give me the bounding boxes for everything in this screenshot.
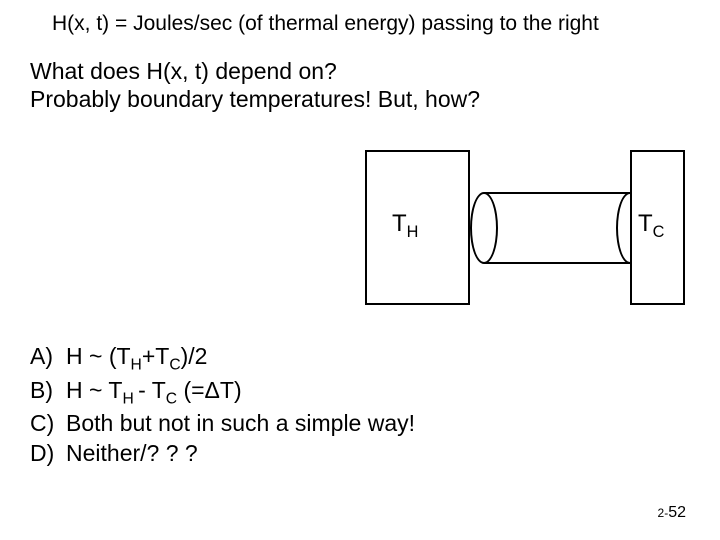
option-letter: C) [30, 409, 66, 438]
opt-b-pre: H ~ T [66, 377, 122, 403]
opt-b-sub1: H [122, 390, 138, 407]
slide-number: 52 [668, 504, 686, 521]
opt-b-sub2: C [166, 390, 177, 407]
th-base: T [392, 210, 407, 237]
question-line-1: What does H(x, t) depend on? [30, 58, 337, 85]
opt-a-sub1: H [131, 357, 142, 374]
opt-a-sub2: C [169, 357, 180, 374]
option-text: Both but not in such a simple way! [66, 409, 415, 438]
hot-temperature-label: TH [392, 210, 418, 242]
tc-sub: C [653, 223, 665, 241]
option-letter: B) [30, 376, 66, 410]
option-a: A) H ~ (TH+TC)/2 [30, 342, 415, 376]
opt-a-mid: +T [142, 343, 169, 369]
conducting-rod-cap-left [470, 192, 498, 264]
thermal-diagram: TH TC [340, 150, 700, 320]
opt-a-post: )/2 [181, 343, 208, 369]
answer-options: A) H ~ (TH+TC)/2 B) H ~ TH - TC (=ΔT) C)… [30, 342, 415, 468]
page-number: 2-52 [658, 504, 686, 522]
option-d: D) Neither/? ? ? [30, 439, 415, 468]
option-letter: A) [30, 342, 66, 376]
opt-b-post: (=ΔT) [177, 377, 242, 403]
option-text: H ~ (TH+TC)/2 [66, 342, 207, 376]
option-b: B) H ~ TH - TC (=ΔT) [30, 376, 415, 410]
th-sub: H [407, 223, 419, 241]
option-letter: D) [30, 439, 66, 468]
slide: H(x, t) = Joules/sec (of thermal energy)… [0, 0, 720, 540]
opt-a-pre: H ~ (T [66, 343, 131, 369]
chapter-number: 2- [658, 506, 669, 520]
cold-temperature-label: TC [638, 210, 664, 242]
option-text: Neither/? ? ? [66, 439, 198, 468]
option-text: H ~ TH - TC (=ΔT) [66, 376, 242, 410]
question-line-2: Probably boundary temperatures! But, how… [30, 86, 480, 113]
opt-b-mid: - T [138, 377, 166, 403]
option-c: C) Both but not in such a simple way! [30, 409, 415, 438]
tc-base: T [638, 210, 653, 237]
conducting-rod-body [484, 192, 630, 264]
heat-flux-definition: H(x, t) = Joules/sec (of thermal energy)… [52, 12, 599, 36]
